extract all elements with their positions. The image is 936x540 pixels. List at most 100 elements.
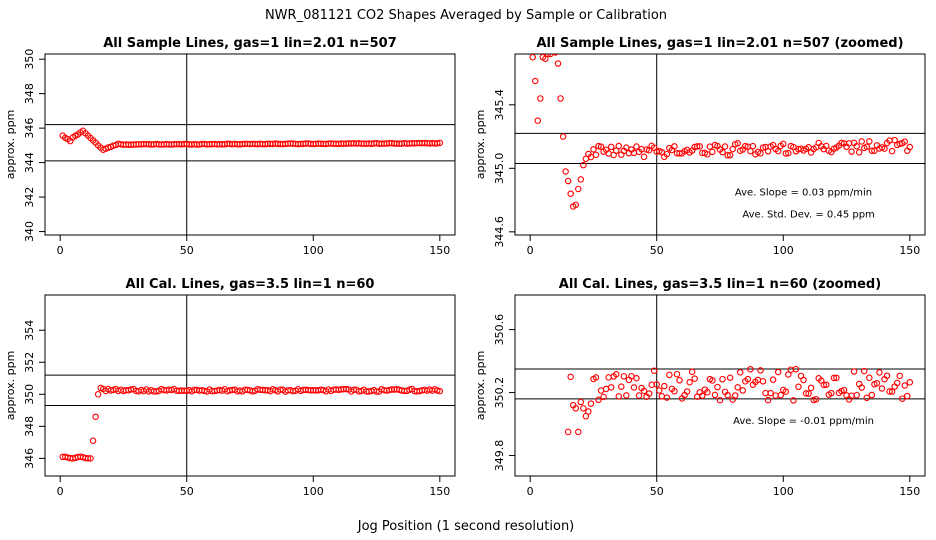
data-point (671, 143, 678, 150)
y-tick-label: 352 (23, 352, 36, 373)
y-tick-label: 345.4 (493, 89, 506, 121)
y-tick-label: 350 (23, 384, 36, 405)
x-tick-label: 150 (429, 244, 450, 257)
data-point (807, 384, 815, 392)
data-point (653, 381, 660, 388)
data-point (812, 395, 820, 403)
data-point (552, 54, 559, 56)
data-point (721, 143, 729, 150)
data-point (724, 391, 731, 399)
data-point (853, 142, 860, 150)
chart-panel-4: All Cal. Lines, gas=3.5 lin=1 n=60 (zoom… (474, 277, 926, 498)
data-point (830, 374, 838, 382)
data-point (906, 143, 914, 151)
data-point (595, 142, 602, 150)
data-point (769, 376, 777, 383)
data-point (795, 383, 802, 391)
y-tick-label: 346 (23, 118, 36, 139)
data-point (342, 385, 350, 393)
data-point (736, 369, 744, 376)
data-point (633, 143, 640, 150)
data-point (564, 177, 572, 185)
data-point (562, 168, 569, 175)
x-tick-label: 0 (57, 244, 64, 257)
data-point (567, 190, 574, 197)
annotation-text: Ave. Slope = -0.01 ppm/min (733, 416, 874, 427)
data-point (688, 368, 696, 376)
data-point (861, 367, 868, 375)
y-axis-label: approx. ppm (4, 110, 17, 180)
data-point (436, 387, 444, 395)
data-point (676, 377, 683, 384)
data-point (863, 394, 871, 402)
data-point (742, 142, 749, 150)
data-point (436, 139, 444, 147)
data-point (673, 370, 681, 378)
data-point (767, 389, 774, 397)
chart-panel-1: All Sample Lines, gas=1 lin=2.01 n=507 0 5… (4, 36, 456, 257)
points-group (529, 54, 914, 210)
panel-title: All Sample Lines, gas=1 lin=2.01 n=507 (103, 36, 397, 51)
data-point (587, 400, 595, 407)
data-point (650, 367, 658, 374)
data-point (878, 385, 886, 392)
x-tick-label: 100 (303, 485, 324, 498)
x-tick-label: 150 (899, 244, 920, 257)
y-axis-label: approx. ppm (474, 351, 487, 421)
data-point (876, 369, 883, 376)
y-tick-label: 349.8 (493, 440, 506, 472)
data-point (873, 380, 881, 387)
data-point (693, 143, 701, 150)
data-point (893, 379, 901, 387)
data-point (868, 391, 876, 399)
x-tick-label: 100 (773, 244, 794, 257)
data-point (782, 150, 790, 157)
data-point (800, 376, 807, 384)
x-tick-label: 100 (773, 485, 794, 498)
data-point (866, 374, 873, 382)
data-point (666, 371, 673, 379)
plot-frame (514, 294, 926, 477)
data-point (785, 149, 792, 157)
data-point (886, 388, 893, 395)
data-point (704, 388, 711, 396)
data-point (833, 374, 840, 382)
data-point (888, 388, 896, 395)
y-tick-label: 342 (23, 187, 36, 208)
figure-title: NWR_081121 CO2 Shapes Averaged by Sample… (265, 8, 667, 23)
data-point (683, 388, 691, 395)
points-group (59, 384, 444, 462)
annotation-text: Ave. Std. Dev. = 0.45 ppm (742, 210, 874, 221)
data-point (661, 382, 668, 390)
data-point (580, 405, 587, 412)
data-point (863, 143, 871, 150)
x-tick-label: 0 (527, 244, 534, 257)
data-point (790, 397, 797, 404)
data-point (724, 152, 731, 159)
data-point (534, 117, 542, 124)
y-tick-label: 344.6 (493, 216, 506, 248)
data-point (823, 381, 830, 388)
y-tick-label: 354 (23, 320, 36, 341)
data-point (782, 388, 790, 395)
y-axis-label: approx. ppm (474, 110, 487, 180)
data-point (572, 201, 579, 209)
chart-panel-2: All Sample Lines, gas=1 lin=2.01 n=507 (… (474, 36, 926, 257)
data-point (635, 392, 643, 399)
data-point (595, 396, 602, 404)
data-point (774, 368, 782, 376)
plot-frame (44, 53, 456, 236)
data-point (587, 153, 595, 161)
data-point (547, 54, 554, 58)
data-point (881, 145, 888, 152)
data-point (592, 374, 600, 381)
x-tick-label: 50 (650, 244, 664, 257)
y-tick-label: 348 (23, 416, 36, 437)
data-point (805, 390, 812, 397)
data-point (709, 377, 716, 384)
data-point (592, 151, 600, 159)
data-point (623, 392, 630, 399)
data-point (567, 373, 574, 381)
y-tick-label: 346 (23, 448, 36, 469)
data-point (607, 384, 615, 391)
